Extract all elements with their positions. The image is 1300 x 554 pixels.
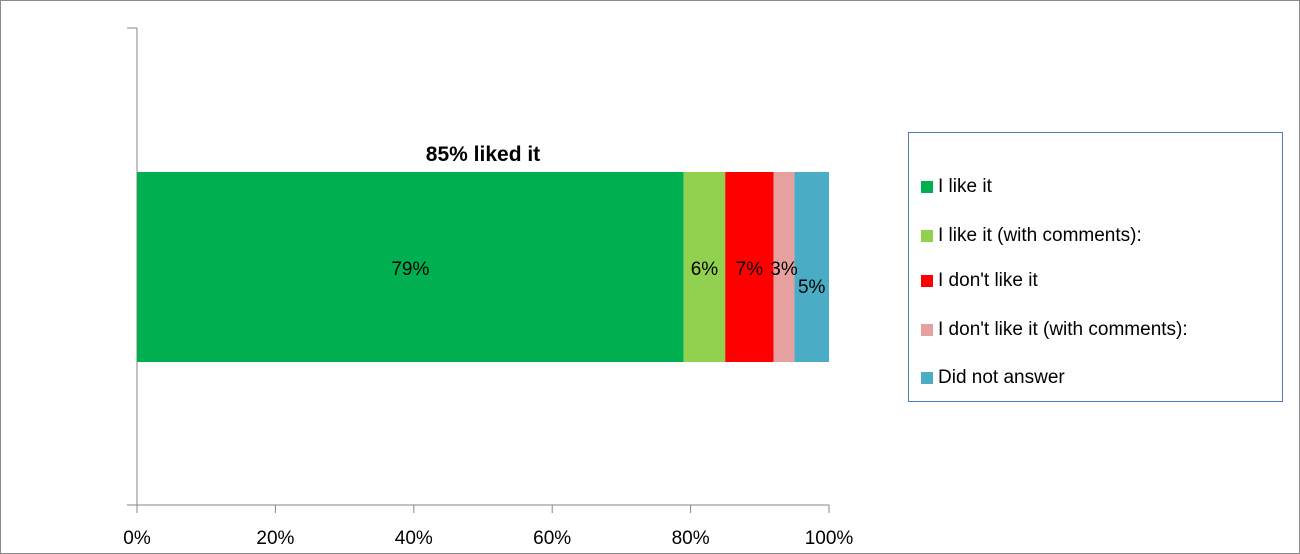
data-label: 79% bbox=[391, 259, 429, 280]
legend-swatch bbox=[921, 324, 933, 336]
legend-swatch bbox=[921, 275, 933, 287]
data-labels: 79% 6% 7% 3%5% bbox=[391, 259, 825, 298]
legend-item: I like it (with comments): bbox=[921, 224, 1142, 248]
legend-item: I don't like it (with comments): bbox=[921, 318, 1188, 342]
legend-swatch bbox=[921, 230, 933, 242]
chart-title: 85% liked it bbox=[426, 143, 540, 166]
legend-label: I don't like it (with comments): bbox=[938, 319, 1188, 340]
x-tick-label: 0% bbox=[123, 528, 151, 549]
x-tick-label: 100% bbox=[805, 528, 854, 549]
legend-label: I like it bbox=[938, 176, 992, 197]
x-tick-label: 40% bbox=[395, 528, 433, 549]
legend-item: I like it bbox=[921, 175, 992, 199]
data-label: 5% bbox=[798, 277, 826, 298]
legend-label: Did not answer bbox=[938, 367, 1065, 388]
data-label: 6% bbox=[691, 259, 719, 280]
x-tick-label: 80% bbox=[672, 528, 710, 549]
bar-segments bbox=[137, 172, 829, 362]
bar-segment bbox=[794, 172, 829, 362]
x-tick-label: 60% bbox=[533, 528, 571, 549]
legend-item: Did not answer bbox=[921, 366, 1065, 390]
legend-label: I like it (with comments): bbox=[938, 225, 1142, 246]
bar-segment bbox=[725, 172, 774, 362]
legend-label: I don't like it bbox=[938, 270, 1038, 291]
legend-swatch bbox=[921, 181, 933, 193]
x-tick-labels: 0% 20% 40% 60% 80% 100% bbox=[123, 528, 853, 549]
data-label: 3% bbox=[770, 259, 798, 280]
legend-item: I don't like it bbox=[921, 269, 1038, 293]
bar-segment bbox=[683, 172, 726, 362]
legend-swatch bbox=[921, 372, 933, 384]
data-label: 7% bbox=[736, 259, 764, 280]
bar-segment bbox=[137, 172, 684, 362]
bar-segment bbox=[773, 172, 795, 362]
legend: I like it I like it (with comments): I d… bbox=[908, 132, 1283, 402]
x-tick-label: 20% bbox=[256, 528, 294, 549]
